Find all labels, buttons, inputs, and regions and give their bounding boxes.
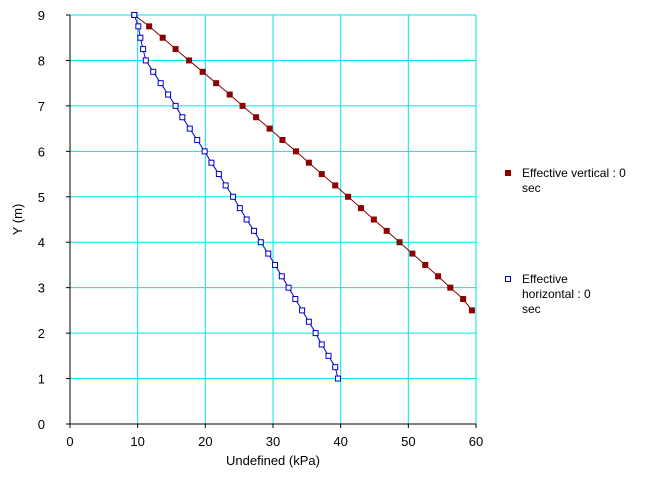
data-point — [208, 159, 215, 166]
data-point — [435, 273, 442, 280]
axes — [66, 14, 477, 428]
data-point — [142, 57, 149, 64]
data-point — [157, 80, 164, 87]
data-point — [165, 91, 172, 98]
series-line — [133, 14, 473, 311]
data-point — [266, 125, 273, 132]
data-point — [140, 46, 147, 53]
data-point — [318, 341, 325, 348]
data-point — [299, 307, 306, 314]
y-axis-label: Y (m) — [10, 204, 25, 236]
x-tick-label: 0 — [66, 434, 73, 449]
y-tick-label: 1 — [38, 372, 45, 387]
open-square-marker-icon — [505, 276, 511, 282]
data-point — [239, 102, 246, 109]
data-point — [222, 182, 229, 189]
data-point — [396, 239, 403, 246]
data-point — [201, 148, 208, 155]
y-tick-label: 3 — [38, 281, 45, 296]
data-point — [150, 68, 157, 75]
legend-label: Effective horizontal : 0 sec — [522, 272, 591, 316]
data-point — [278, 273, 285, 280]
x-tick-label: 20 — [198, 434, 212, 449]
data-point — [243, 216, 250, 223]
data-point — [305, 159, 312, 166]
data-point — [447, 284, 454, 291]
x-tick-label: 60 — [469, 434, 483, 449]
data-point — [468, 307, 475, 314]
data-point — [272, 261, 279, 268]
series-effective-vertical — [131, 12, 475, 314]
x-tick-label: 30 — [266, 434, 280, 449]
legend-item-effective-vertical: Effective vertical : 0 sec — [505, 166, 665, 206]
data-point — [131, 12, 138, 18]
legend: Effective vertical : 0 sec Effective hor… — [505, 166, 665, 336]
y-tick-label: 2 — [38, 326, 45, 341]
data-point — [345, 193, 352, 200]
x-tick-label: 10 — [130, 434, 144, 449]
data-point — [230, 193, 237, 200]
x-axis-label: Undefined (kPa) — [226, 453, 320, 468]
x-tick-label: 40 — [333, 434, 347, 449]
y-tick-label: 4 — [38, 235, 45, 250]
data-point — [285, 284, 292, 291]
data-point — [199, 68, 206, 75]
data-point — [357, 205, 364, 212]
data-point — [146, 23, 153, 30]
data-point — [332, 182, 339, 189]
data-point — [179, 114, 186, 121]
data-point — [292, 296, 299, 303]
data-point — [194, 136, 201, 143]
data-point — [279, 136, 286, 143]
y-tick-label: 7 — [38, 99, 45, 114]
data-point — [186, 57, 193, 64]
y-tick-label: 0 — [38, 417, 45, 432]
data-point — [226, 91, 233, 98]
data-point — [409, 250, 416, 257]
data-point — [383, 227, 390, 234]
data-point — [135, 23, 142, 30]
data-point — [213, 80, 220, 87]
data-point — [186, 125, 193, 132]
data-point — [305, 318, 312, 325]
tick-labels: 0 10 20 30 40 50 60 0 1 2 3 4 5 6 7 8 9 — [38, 8, 483, 449]
data-point — [265, 250, 272, 257]
grid — [70, 14, 477, 424]
data-point — [312, 330, 319, 337]
data-point — [460, 296, 467, 303]
series-effective-horizontal — [131, 12, 341, 382]
data-point — [236, 205, 243, 212]
y-tick-label: 5 — [38, 190, 45, 205]
data-point — [334, 375, 341, 382]
y-tick-label: 8 — [38, 53, 45, 68]
data-point — [253, 114, 260, 121]
data-point — [370, 216, 377, 223]
data-point — [257, 239, 264, 246]
data-point — [159, 34, 166, 41]
data-point — [422, 261, 429, 268]
y-tick-label: 9 — [38, 8, 45, 23]
x-tick-label: 50 — [401, 434, 415, 449]
data-point — [251, 227, 258, 234]
data-point — [215, 171, 222, 178]
data-point — [137, 34, 144, 41]
data-point — [332, 364, 339, 371]
y-tick-label: 6 — [38, 144, 45, 159]
data-point — [172, 46, 179, 53]
data-point — [172, 102, 179, 109]
filled-square-marker-icon — [505, 170, 511, 176]
data-point — [318, 171, 325, 178]
series-group — [131, 12, 475, 382]
data-point — [325, 352, 332, 359]
legend-label: Effective vertical : 0 sec — [522, 166, 626, 195]
data-point — [293, 148, 300, 155]
legend-item-effective-horizontal: Effective horizontal : 0 sec — [505, 272, 665, 322]
